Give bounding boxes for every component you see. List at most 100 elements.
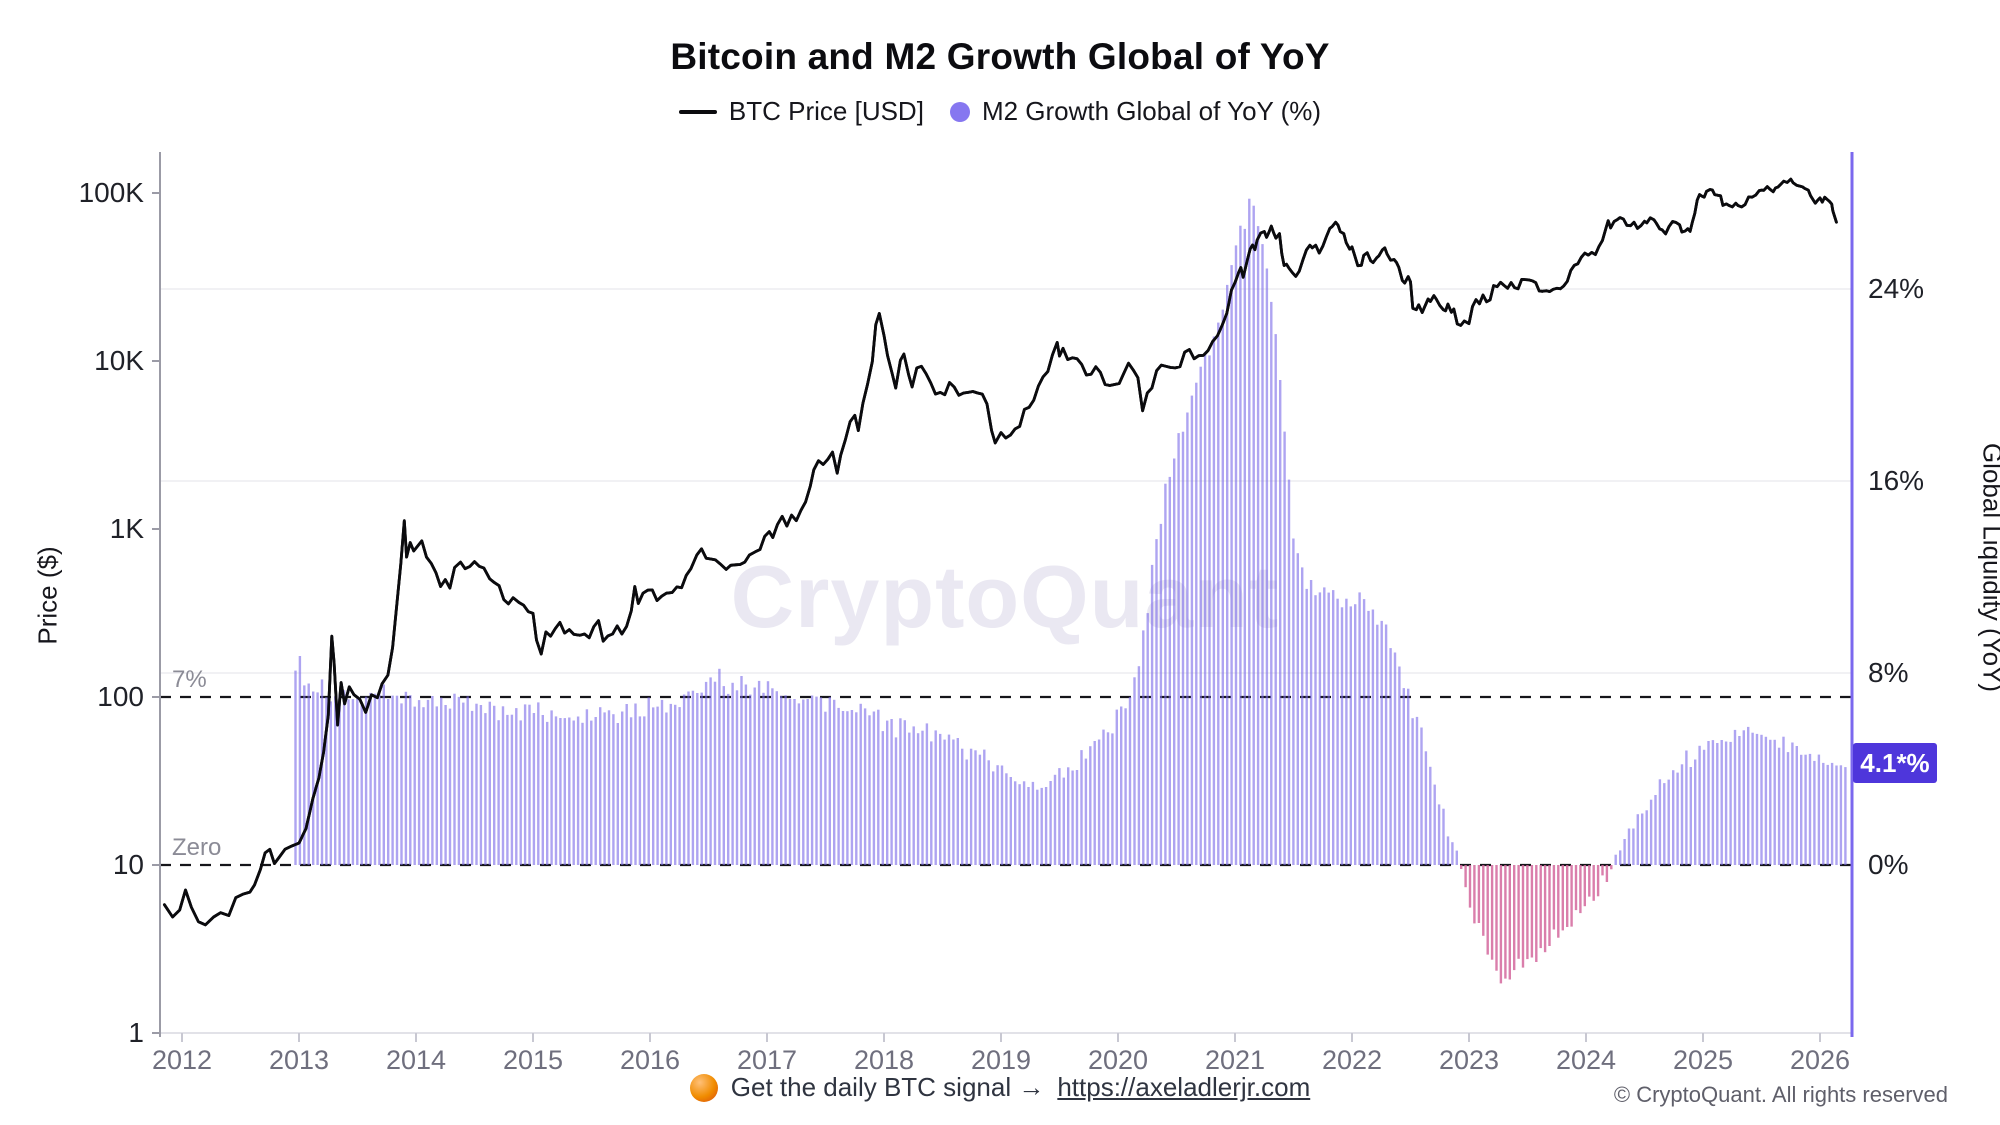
m2-bar xyxy=(1036,789,1039,865)
m2-bar xyxy=(718,668,721,865)
y-axis-right-label: 8% xyxy=(1868,657,1908,688)
m2-bar xyxy=(956,738,959,865)
m2-bar xyxy=(563,718,566,865)
m2-bar xyxy=(1146,613,1149,865)
m2-bar xyxy=(378,694,381,865)
m2-bar xyxy=(1053,774,1057,865)
m2-bar xyxy=(793,699,796,865)
m2-bar xyxy=(731,682,734,865)
m2-bar xyxy=(347,699,350,865)
m2-bar xyxy=(1539,865,1542,949)
m2-bar xyxy=(1071,770,1074,865)
m2-bar xyxy=(1764,736,1768,865)
m2-bar xyxy=(1455,850,1458,865)
m2-bar xyxy=(1150,564,1154,865)
m2-bar xyxy=(1561,865,1564,931)
m2-bar xyxy=(1658,779,1662,865)
m2-bar xyxy=(691,690,695,865)
m2-bar xyxy=(775,691,778,865)
m2-bar xyxy=(479,705,483,865)
x-axis-year-label: 2025 xyxy=(1673,1045,1733,1075)
m2-bar xyxy=(992,771,995,865)
m2-bar xyxy=(594,717,597,865)
m2-bar xyxy=(1155,539,1158,865)
m2-bar xyxy=(325,697,328,865)
m2-bar xyxy=(1667,779,1670,865)
m2-bar xyxy=(1446,836,1450,865)
m2-bar xyxy=(678,707,681,865)
x-axis-year-label: 2014 xyxy=(386,1045,446,1075)
m2-bar xyxy=(877,709,880,865)
m2-bar xyxy=(1402,688,1405,865)
m2-bar xyxy=(1120,706,1123,865)
m2-bar xyxy=(1468,865,1472,908)
m2-bar xyxy=(1557,865,1560,938)
x-axis-year-label: 2018 xyxy=(854,1045,914,1075)
m2-bar xyxy=(1411,718,1414,865)
m2-bar xyxy=(859,703,862,865)
m2-bar xyxy=(1817,754,1821,865)
m2-bar xyxy=(969,748,973,865)
m2-bar xyxy=(894,737,898,865)
m2-bar xyxy=(1173,458,1176,865)
m2-bar xyxy=(1261,244,1264,866)
m2-bar xyxy=(1420,727,1423,865)
m2-bar xyxy=(1605,865,1609,882)
x-axis-year-label: 2016 xyxy=(620,1045,680,1075)
y-axis-left-label: 1 xyxy=(128,1017,144,1048)
m2-bar xyxy=(334,696,337,865)
m2-bar xyxy=(1738,736,1741,865)
m2-bar xyxy=(616,723,619,865)
m2-bar xyxy=(802,699,805,865)
m2-bar xyxy=(833,699,836,865)
m2-bar xyxy=(294,670,297,865)
m2-bar xyxy=(1751,732,1754,865)
m2-bar xyxy=(1588,865,1591,897)
m2-bar xyxy=(1570,865,1573,927)
x-axis-year-label: 2026 xyxy=(1790,1045,1850,1075)
m2-bar xyxy=(1486,865,1489,955)
m2-bar xyxy=(1800,754,1803,865)
m2-bar xyxy=(766,681,770,865)
m2-bar xyxy=(369,692,372,865)
m2-bar xyxy=(996,765,999,865)
cta-link[interactable]: https://axeladlerjr.com xyxy=(1057,1072,1311,1102)
m2-bar xyxy=(1062,777,1065,865)
m2-bar xyxy=(554,716,558,865)
m2-bar xyxy=(1654,795,1657,865)
m2-bar xyxy=(1490,865,1494,960)
m2-bar xyxy=(1270,301,1273,865)
m2-bar xyxy=(1230,265,1233,866)
legend-item-m2: M2 Growth Global of YoY (%) xyxy=(949,96,1321,127)
m2-bar xyxy=(1124,708,1127,865)
m2-bar xyxy=(722,686,725,865)
m2-bar xyxy=(1031,781,1035,865)
m2-bar xyxy=(1195,382,1198,865)
m2-bar xyxy=(1212,336,1216,865)
m2-bar xyxy=(1128,696,1132,865)
m2-bar xyxy=(828,696,831,865)
m2-bar xyxy=(1632,828,1635,865)
m2-bar xyxy=(1543,865,1547,953)
m2-bar xyxy=(1460,865,1463,869)
m2-bar xyxy=(1133,677,1136,865)
m2-bar xyxy=(1014,781,1017,865)
x-axis-year-label: 2019 xyxy=(971,1045,1031,1075)
x-axis-year-label: 2015 xyxy=(503,1045,563,1075)
m2-bar xyxy=(1526,865,1529,960)
m2-bar xyxy=(921,730,924,865)
m2-bar xyxy=(1115,709,1118,865)
m2-bar xyxy=(431,696,434,865)
m2-bar xyxy=(1287,479,1291,865)
m2-bar xyxy=(656,706,659,865)
m2-bar xyxy=(1566,865,1569,927)
legend: BTC Price [USD] M2 Growth Global of YoY … xyxy=(0,96,2000,127)
m2-bar xyxy=(687,691,690,865)
x-axis-year-label: 2012 xyxy=(152,1045,212,1075)
m2-bar xyxy=(1075,770,1079,865)
m2-bar xyxy=(342,690,346,865)
m2-bar xyxy=(899,718,902,865)
m2-bar xyxy=(1027,787,1030,865)
m2-bar xyxy=(1614,854,1617,865)
m2-bar xyxy=(1835,765,1838,865)
